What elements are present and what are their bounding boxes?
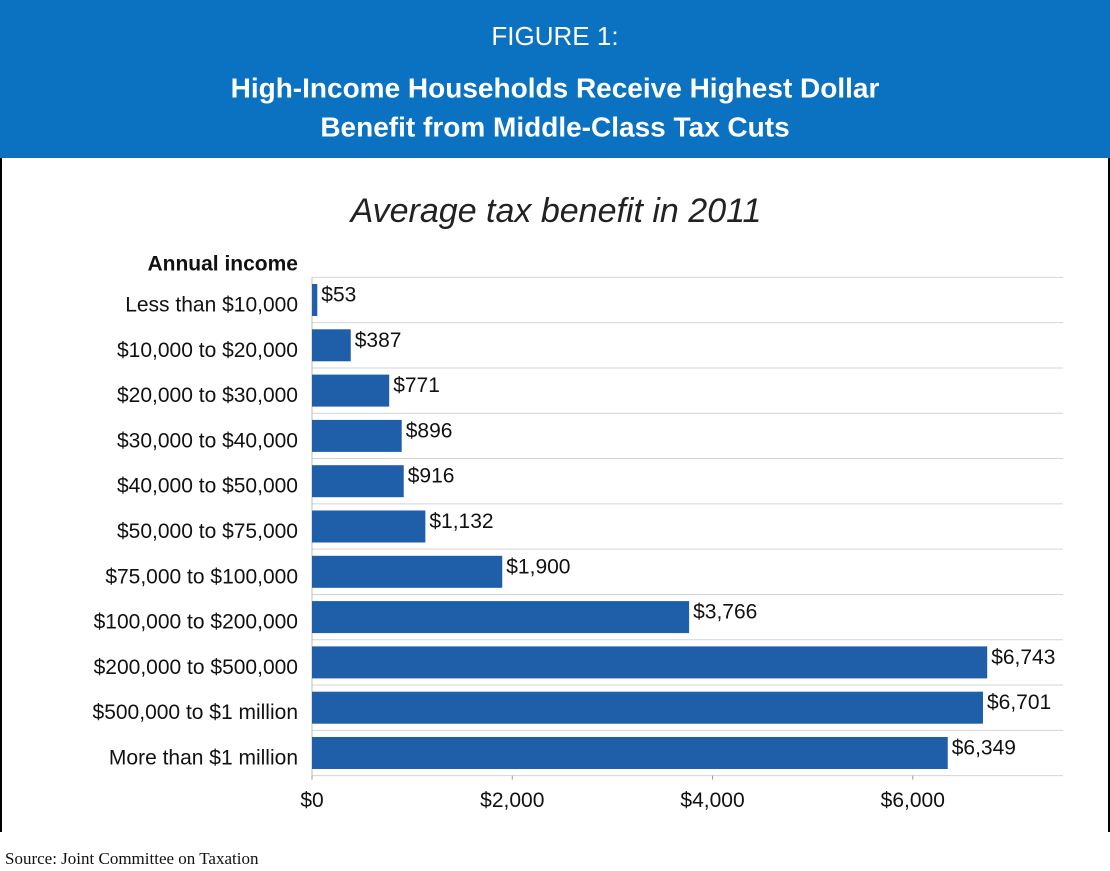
y-axis-label: Annual income: [147, 253, 298, 276]
header-band: [0, 0, 1110, 158]
bar: [312, 510, 426, 543]
value-label: $387: [355, 329, 402, 352]
x-tick-label: $2,000: [480, 789, 544, 812]
value-label: $916: [408, 465, 455, 488]
value-label: $53: [321, 284, 356, 307]
value-label: $6,349: [952, 737, 1016, 760]
y-tick-label: More than $1 million: [109, 747, 298, 770]
bar: [312, 691, 983, 724]
y-tick-label: $50,000 to $75,000: [117, 520, 298, 543]
bar: [312, 329, 351, 362]
bar: [312, 737, 948, 769]
bar: [312, 374, 390, 407]
value-label: $6,701: [987, 691, 1051, 714]
x-tick-label: $4,000: [680, 789, 744, 812]
y-tick-label: Less than $10,000: [125, 294, 298, 317]
bar: [312, 284, 318, 316]
value-label: $6,743: [991, 646, 1055, 669]
value-label: $1,900: [506, 555, 570, 578]
y-tick-label: $40,000 to $50,000: [117, 475, 298, 498]
value-label: $896: [406, 419, 453, 442]
bar: [312, 465, 404, 498]
value-label: $3,766: [693, 601, 757, 624]
bar: [312, 601, 690, 634]
chart-title: Average tax benefit in 2011: [349, 192, 762, 230]
bar: [312, 419, 402, 452]
y-tick-label: $100,000 to $200,000: [94, 611, 298, 634]
bar: [312, 555, 503, 588]
value-label: $1,132: [429, 510, 493, 533]
bar: [312, 646, 988, 679]
x-tick-label: $0: [300, 789, 323, 812]
y-tick-label: $20,000 to $30,000: [117, 384, 298, 407]
source: Source: Joint Committee on Taxation: [5, 849, 259, 868]
y-tick-label: $10,000 to $20,000: [117, 339, 298, 362]
y-tick-label: $75,000 to $100,000: [105, 565, 298, 588]
header-title: Benefit from Middle-Class Tax Cuts: [320, 111, 789, 142]
y-tick-label: $500,000 to $1 million: [93, 701, 298, 724]
figure-label: FIGURE 1:: [491, 21, 618, 51]
header-title: High-Income Households Receive Highest D…: [231, 72, 880, 103]
value-label: $771: [393, 374, 440, 397]
y-tick-label: $30,000 to $40,000: [117, 429, 298, 452]
x-tick-label: $6,000: [881, 789, 945, 812]
y-tick-label: $200,000 to $500,000: [94, 656, 298, 679]
